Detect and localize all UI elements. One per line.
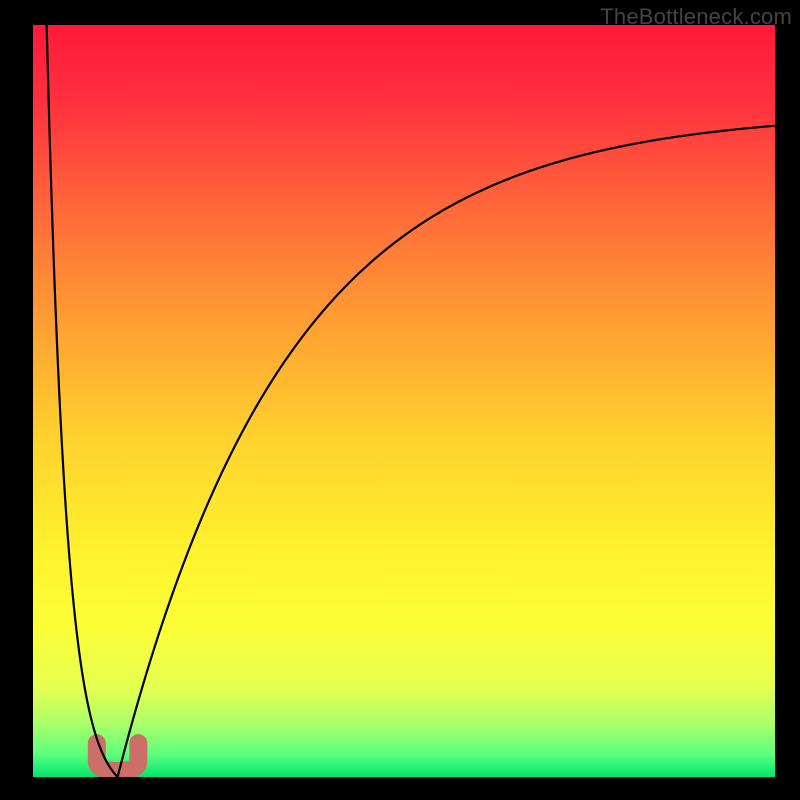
plot-area <box>33 25 775 777</box>
curve-svg <box>33 25 775 777</box>
bottleneck-curve <box>47 25 775 777</box>
attribution-label: TheBottleneck.com <box>600 4 792 30</box>
chart-container: TheBottleneck.com <box>0 0 800 800</box>
